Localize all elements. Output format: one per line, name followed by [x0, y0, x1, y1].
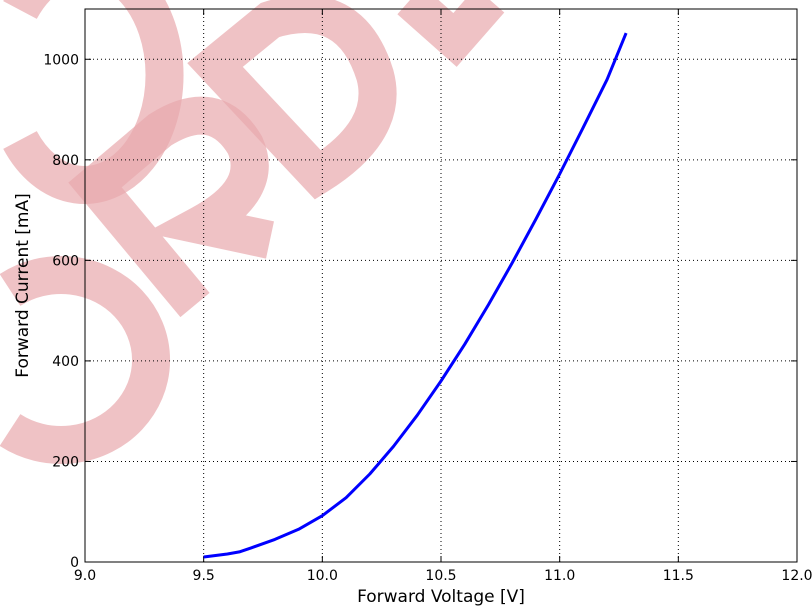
x-axis-title: Forward Voltage [V]	[357, 587, 525, 607]
x-tick-label: 11.5	[663, 568, 694, 584]
series-layer	[203, 32, 628, 559]
watermark	[0, 0, 505, 464]
watermark-letter-o-bottom	[0, 256, 171, 464]
grid-lines	[85, 9, 797, 562]
watermark-letter-d	[187, 0, 397, 200]
x-tick-label: 9.0	[74, 568, 96, 584]
y-tick-label: 0	[70, 555, 79, 571]
y-tick-label: 1000	[43, 52, 79, 68]
x-tick-label: 11.0	[544, 568, 575, 584]
y-tick-label: 200	[52, 454, 79, 470]
x-tick-label: 9.5	[193, 568, 215, 584]
series-line	[203, 32, 628, 559]
y-tick-label: 600	[52, 253, 79, 269]
watermark-letter-r	[68, 96, 274, 318]
plot-frame	[84, 8, 798, 563]
y-tick-label: 400	[52, 354, 79, 370]
watermark-letter-e	[397, 0, 505, 67]
x-tick-label: 10.0	[307, 568, 338, 584]
tick-labels: 9.0 9.5 10.0 10.5 11.0 11.5 12.0 0 200 400 600 800 1…	[43, 52, 812, 584]
x-tick-label: 10.5	[425, 568, 456, 584]
y-tick-label: 800	[52, 153, 79, 169]
x-tick-label: 12.0	[781, 568, 812, 584]
y-axis-title: Forward Current [mA]	[13, 193, 33, 377]
